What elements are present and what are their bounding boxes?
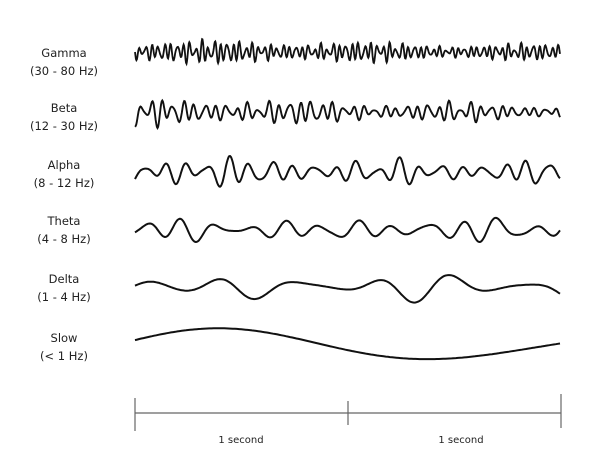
band-name: Theta	[47, 214, 81, 228]
band-range: (1 - 4 Hz)	[37, 290, 91, 304]
band-label-alpha: Alpha (8 - 12 Hz)	[0, 156, 128, 192]
band-label-delta: Delta (1 - 4 Hz)	[0, 270, 128, 306]
wave-beta	[134, 98, 561, 130]
band-range: (12 - 30 Hz)	[29, 119, 99, 133]
band-name: Delta	[48, 272, 80, 286]
wave-gamma	[134, 37, 561, 67]
timeline-axis	[134, 394, 562, 431]
band-label-slow: Slow (< 1 Hz)	[0, 329, 128, 365]
band-label-gamma: Gamma (30 - 80 Hz)	[0, 44, 128, 80]
band-name: Gamma	[41, 46, 87, 60]
band-range: (8 - 12 Hz)	[33, 176, 95, 190]
wave-slow	[134, 327, 561, 361]
band-label-theta: Theta (4 - 8 Hz)	[0, 212, 128, 248]
timeline-label-2: 1 second	[438, 435, 484, 446]
band-range: (30 - 80 Hz)	[29, 64, 99, 78]
wave-alpha	[134, 155, 561, 188]
timeline-label-1: 1 second	[218, 435, 264, 446]
band-range: (4 - 8 Hz)	[37, 232, 91, 246]
wave-theta	[134, 216, 561, 244]
band-name: Beta	[50, 101, 78, 115]
wave-delta	[134, 274, 561, 304]
band-name: Alpha	[47, 158, 81, 172]
band-range: (< 1 Hz)	[40, 349, 88, 363]
band-name: Slow	[50, 331, 78, 345]
band-label-beta: Beta (12 - 30 Hz)	[0, 99, 128, 135]
